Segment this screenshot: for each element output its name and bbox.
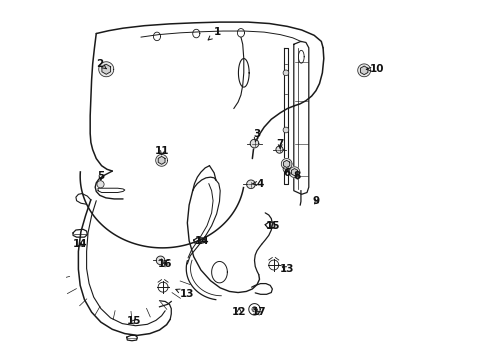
Text: 10: 10	[366, 64, 383, 74]
Polygon shape	[156, 256, 164, 265]
Polygon shape	[246, 180, 255, 189]
Text: 13: 13	[280, 264, 294, 274]
Text: 17: 17	[251, 307, 265, 317]
Text: 9: 9	[312, 197, 319, 206]
Polygon shape	[250, 139, 258, 148]
Polygon shape	[275, 146, 283, 153]
Text: 15: 15	[265, 221, 280, 231]
Polygon shape	[102, 64, 110, 74]
Text: 7: 7	[276, 139, 284, 149]
Text: 13: 13	[176, 289, 194, 299]
Text: 4: 4	[252, 179, 264, 189]
Circle shape	[283, 70, 288, 76]
Text: 16: 16	[158, 259, 172, 269]
Circle shape	[283, 166, 288, 172]
Polygon shape	[156, 154, 167, 166]
Text: 5: 5	[97, 171, 104, 181]
Text: 14: 14	[73, 239, 87, 249]
Text: 3: 3	[253, 129, 260, 141]
Polygon shape	[291, 168, 297, 176]
Text: 8: 8	[293, 171, 301, 181]
Polygon shape	[158, 157, 164, 164]
Polygon shape	[99, 62, 114, 77]
Circle shape	[283, 127, 288, 133]
Polygon shape	[360, 66, 367, 75]
Circle shape	[97, 181, 104, 188]
Polygon shape	[281, 158, 291, 169]
Text: 2: 2	[96, 59, 106, 69]
Text: 15: 15	[126, 316, 141, 326]
Text: 1: 1	[208, 27, 221, 40]
Text: 14: 14	[194, 236, 208, 246]
Polygon shape	[357, 64, 370, 77]
Text: 6: 6	[283, 168, 290, 178]
Text: 12: 12	[231, 307, 246, 317]
Polygon shape	[288, 167, 299, 177]
Polygon shape	[283, 160, 289, 167]
Text: 11: 11	[155, 147, 169, 157]
